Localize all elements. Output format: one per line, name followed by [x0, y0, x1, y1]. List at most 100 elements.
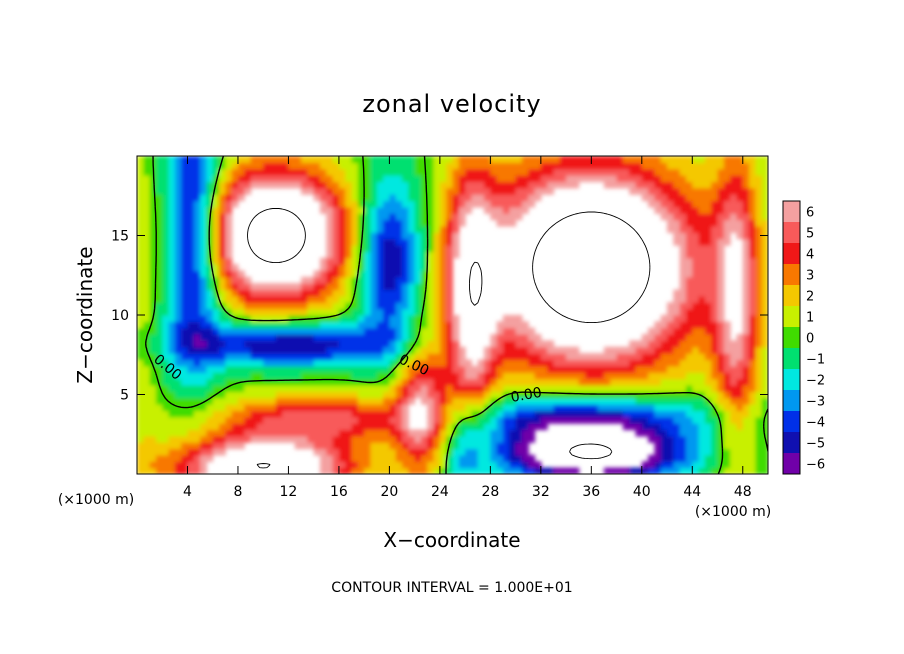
heatmap-cell — [326, 245, 334, 252]
heatmap-cell — [357, 353, 365, 361]
heatmap-cell — [648, 467, 656, 474]
heatmap-cell — [402, 334, 409, 342]
heatmap-cell — [585, 397, 592, 405]
heatmap-cell — [181, 232, 189, 240]
heatmap-cell — [629, 156, 637, 163]
heatmap-cell — [704, 289, 712, 297]
heatmap-cell — [200, 397, 208, 405]
heatmap-cell — [736, 397, 744, 405]
heatmap-cell — [143, 365, 151, 373]
heatmap-cell — [370, 429, 378, 437]
heatmap-cell — [149, 448, 157, 456]
heatmap-cell — [742, 327, 750, 335]
heatmap-cell — [357, 384, 365, 392]
heatmap-cell — [294, 397, 302, 405]
heatmap-cell — [667, 168, 674, 176]
heatmap-cell — [256, 372, 264, 380]
heatmap-cell — [237, 175, 245, 183]
colorbar-swatch — [783, 264, 800, 286]
heatmap-cell — [433, 416, 441, 424]
heatmap-cell — [603, 353, 611, 361]
heatmap-cell — [452, 245, 460, 252]
heatmap-cell — [383, 251, 390, 259]
heatmap-cell — [332, 251, 340, 259]
heatmap-cell — [761, 461, 768, 469]
heatmap-cell — [370, 232, 378, 240]
heatmap-cell — [723, 206, 731, 214]
heatmap-cell — [717, 359, 725, 367]
heatmap-cell — [654, 429, 662, 437]
heatmap-cell — [648, 327, 656, 335]
heatmap-cell — [301, 416, 308, 424]
heatmap-cell — [168, 283, 176, 291]
heatmap-cell — [477, 156, 485, 163]
heatmap-cell — [162, 372, 170, 380]
heatmap-cell — [319, 181, 327, 189]
heatmap-cell — [137, 302, 144, 310]
heatmap-cell — [641, 187, 649, 195]
heatmap-cell — [730, 156, 738, 163]
heatmap-cell — [717, 175, 725, 183]
heatmap-cell — [717, 257, 725, 265]
heatmap-cell — [174, 378, 182, 386]
heatmap-cell — [376, 257, 384, 265]
heatmap-cell — [370, 168, 378, 176]
heatmap-cell — [370, 194, 378, 202]
heatmap-cell — [749, 365, 756, 373]
heatmap-cell — [723, 435, 731, 443]
heatmap-cell — [370, 467, 378, 474]
heatmap-cell — [137, 334, 144, 342]
heatmap-cell — [269, 365, 277, 373]
heatmap-cell — [376, 378, 384, 386]
heatmap-cell — [685, 200, 693, 208]
heatmap-cell — [420, 315, 428, 322]
heatmap-cell — [427, 251, 435, 259]
heatmap-cell — [395, 175, 403, 183]
heatmap-cell — [313, 423, 321, 431]
heatmap-cell — [654, 353, 662, 361]
heatmap-cell — [704, 295, 712, 303]
heatmap-cell — [174, 257, 182, 265]
heatmap-cell — [698, 321, 706, 329]
heatmap-cell — [383, 384, 390, 392]
heatmap-cell — [717, 181, 725, 189]
heatmap-cell — [174, 251, 182, 259]
heatmap-cell — [294, 416, 302, 424]
heatmap-cell — [301, 168, 308, 176]
heatmap-cell — [635, 467, 643, 474]
heatmap-cell — [711, 213, 719, 221]
heatmap-cell — [420, 245, 428, 252]
heatmap-cell — [685, 359, 693, 367]
heatmap-cell — [187, 175, 195, 183]
heatmap-cell — [616, 365, 624, 373]
heatmap-cell — [187, 423, 195, 431]
heatmap-cell — [206, 397, 214, 405]
heatmap-cell — [237, 346, 245, 354]
heatmap-cell — [414, 194, 422, 202]
heatmap-cell — [206, 404, 214, 411]
heatmap-cell — [326, 442, 334, 450]
heatmap-cell — [155, 251, 163, 259]
heatmap-cell — [219, 340, 226, 348]
heatmap-cell — [282, 308, 290, 316]
heatmap-cell — [143, 461, 151, 469]
heatmap-cell — [345, 238, 353, 246]
heatmap-cell — [742, 276, 750, 284]
colorbar-label: −1 — [806, 353, 825, 368]
heatmap-cell — [149, 429, 157, 437]
heatmap-cell — [155, 327, 163, 335]
heatmap-cell — [490, 187, 498, 195]
heatmap-cell — [351, 384, 359, 392]
heatmap-cell — [200, 194, 208, 202]
heatmap-cell — [433, 397, 441, 405]
heatmap-cell — [723, 238, 731, 246]
heatmap-cell — [711, 156, 719, 163]
heatmap-cell — [749, 467, 756, 474]
heatmap-cell — [414, 175, 422, 183]
heatmap-cell — [704, 454, 712, 462]
heatmap-cell — [408, 454, 416, 462]
heatmap-cell — [250, 283, 258, 291]
heatmap-cell — [408, 397, 416, 405]
heatmap-cell — [452, 175, 460, 183]
